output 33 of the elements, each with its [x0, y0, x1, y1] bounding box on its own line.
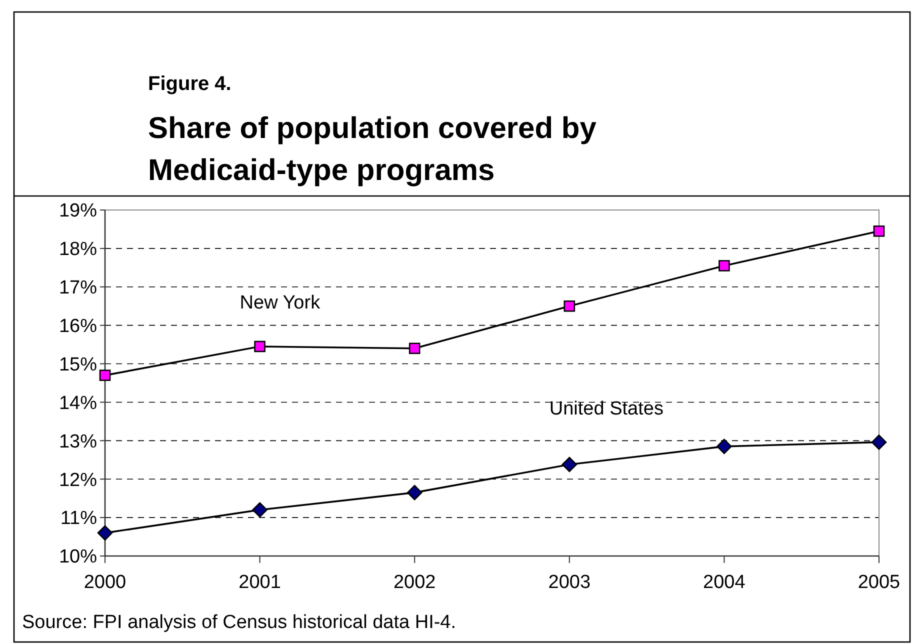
- series-label: United States: [549, 398, 664, 420]
- y-tick-label: 18%: [58, 239, 98, 260]
- y-tick-label: 15%: [58, 354, 98, 376]
- y-tick-label: 14%: [58, 392, 98, 414]
- point: [718, 260, 730, 272]
- y-tick-label: 17%: [58, 278, 98, 299]
- point: [408, 342, 420, 354]
- y-tick-label: 19%: [58, 200, 98, 222]
- chart-subtitle: Figure 4.: [148, 73, 232, 95]
- y-tick-label: 13%: [58, 431, 98, 452]
- point: [873, 225, 885, 237]
- x-tick-label: 2002: [393, 572, 436, 593]
- point: [97, 525, 113, 541]
- y-tick-label: 11%: [60, 508, 98, 530]
- x-tick-label: 2005: [858, 572, 900, 593]
- y-tick-label: 10%: [58, 546, 98, 568]
- series-label: New York: [240, 292, 321, 314]
- y-tick-label: 16%: [58, 316, 98, 337]
- x-tick-label: 2001: [238, 572, 281, 593]
- point: [99, 370, 111, 381]
- point: [871, 434, 887, 450]
- point: [562, 456, 578, 472]
- point: [564, 300, 576, 312]
- point: [716, 438, 732, 454]
- source-note: Source: FPI analysis of Census historical data HI-4.: [22, 612, 456, 633]
- point: [252, 502, 268, 518]
- x-tick-label: 2004: [703, 572, 746, 593]
- x-tick-label: 2003: [548, 572, 591, 593]
- point: [406, 484, 422, 500]
- point: [254, 340, 266, 352]
- chart-title: Share of population covered by Medicaid-type programs: [148, 112, 597, 187]
- x-tick-label: 2000: [84, 572, 126, 593]
- y-tick-label: 12%: [58, 470, 98, 491]
